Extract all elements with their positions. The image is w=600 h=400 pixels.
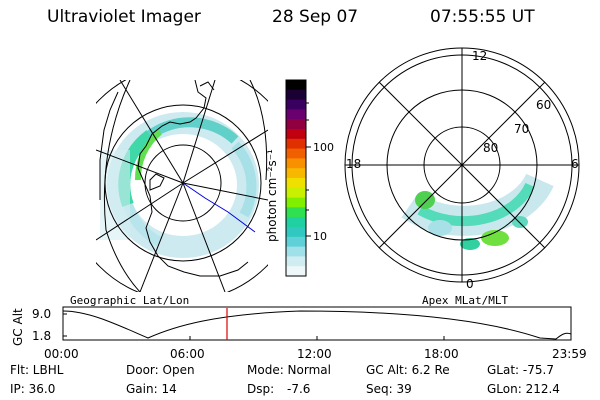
colorbar-segment [286,266,306,277]
altitude-plot [62,306,572,341]
time-label: 07:55:55 UT [430,7,535,27]
ground-track [182,182,256,233]
auroral-oval-geographic [100,112,259,258]
colorbar-tick-10: 10 [313,230,327,243]
status-glon: GLon: 212.4 [487,382,560,396]
left-map-caption: Geographic Lat/Lon [70,294,189,307]
status-door: Door: Open [126,363,195,377]
status-dsp-label: Dsp: [247,382,275,396]
altitude-curve [62,310,572,340]
right-map-caption: Apex MLat/MLT [422,294,508,307]
colorbar [285,79,307,277]
meridian-lines [96,80,268,292]
colorbar-segment [286,158,306,169]
colorbar-segment [286,119,306,130]
mlt-label-0: 0 [466,277,474,291]
colorbar-segment [286,217,306,228]
status-ip: IP: 36.0 [10,382,56,396]
colorbar-segment [286,138,306,150]
altitude-ylabel: GC Alt [11,308,25,346]
mlt-lines [345,48,579,282]
altitude-ytick-top: 9.0 [32,307,51,321]
coastlines [99,80,249,277]
mlat-label-60: 60 [536,98,551,112]
xtick-2359: 23:59 [552,347,587,361]
colorbar-segment [286,80,306,91]
colorbar-segment [286,168,306,179]
mlt-label-18: 18 [346,157,361,171]
xtick-0000: 00:00 [44,347,79,361]
colorbar-ticks [306,102,311,237]
instrument-title: Ultraviolet Imager [47,7,201,27]
xtick-1200: 12:00 [297,347,332,361]
colorbar-segment [286,148,306,159]
colorbar-segment [286,187,306,199]
boundary-arcs [103,80,268,292]
mlt-label-12: 12 [472,49,487,63]
colorbar-segment [286,236,306,248]
mlat-label-70: 70 [514,122,529,136]
colorbar-segment [286,256,306,267]
auroral-oval-magnetic [401,173,554,250]
colorbar-segment [286,207,306,218]
geographic-map [96,80,268,292]
status-gc-alt: GC Alt: 6.2 Re [366,363,450,377]
xtick-0600: 06:00 [170,347,205,361]
apex-polar-plot: 80 70 60 12 18 6 0 [344,47,580,291]
mlt-label-6: 6 [571,157,579,171]
colorbar-unit-label: photon cm⁻²s⁻¹ [265,149,279,242]
colorbar-segment [286,197,306,208]
status-gain: Gain: 14 [126,382,177,396]
colorbar-frame [285,79,307,277]
mlat-label-80: 80 [483,141,498,155]
colorbar-segment [286,227,306,238]
colorbar-segment [286,99,306,110]
status-dsp-value: -7.6 [287,382,311,396]
colorbar-segment [286,178,306,189]
status-filter: Flt: LBHL [10,363,64,377]
colorbar-segment [286,246,306,257]
date-label: 28 Sep 07 [272,7,359,27]
colorbar-tick-100: 100 [313,141,334,154]
status-mode: Mode: Normal [247,363,331,377]
altitude-ytick-bottom: 1.8 [32,329,51,343]
xtick-1800: 18:00 [424,347,459,361]
colorbar-segment [286,129,306,140]
status-glat: GLat: -75.7 [487,363,554,377]
colorbar-segment [286,89,306,101]
status-seq: Seq: 39 [366,382,412,396]
colorbar-segment [286,109,306,120]
